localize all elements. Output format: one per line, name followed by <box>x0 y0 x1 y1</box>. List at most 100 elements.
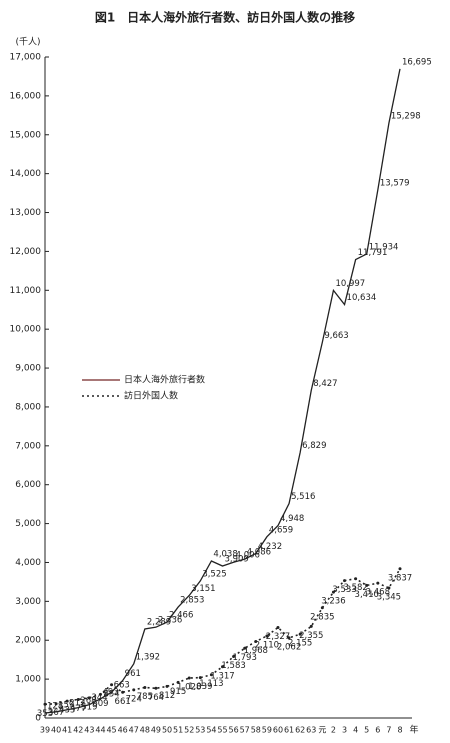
value-label: 1,028 <box>177 683 201 693</box>
point <box>365 583 369 587</box>
y-tick-label: 10,000 <box>10 325 42 335</box>
value-label: 2,062 <box>277 642 301 652</box>
point <box>76 697 80 701</box>
x-tick-label: 61 <box>284 726 294 735</box>
point <box>265 634 269 638</box>
point <box>198 676 202 680</box>
x-tick-label: 57 <box>240 726 250 735</box>
x-tick-label: 42 <box>73 726 83 735</box>
value-label: 3,151 <box>191 584 215 594</box>
legend-label: 日本人海外旅行者数 <box>124 374 205 386</box>
value-label: 159 <box>58 700 74 710</box>
point <box>121 690 125 694</box>
point <box>54 702 58 706</box>
value-label: 1,113 <box>199 679 223 689</box>
y-tick-label: 15,000 <box>10 130 42 140</box>
x-tick-label: 3 <box>342 726 347 735</box>
value-label: 3,582 <box>343 583 367 593</box>
y-tick-label: 16,000 <box>10 91 42 101</box>
value-label: 10,634 <box>347 293 377 303</box>
value-label: 1,583 <box>221 661 245 671</box>
point <box>309 624 313 628</box>
series-line <box>44 68 401 714</box>
value-label: 764 <box>148 693 164 703</box>
x-tick-label: 59 <box>262 726 272 735</box>
point <box>254 639 258 643</box>
value-label: 3,468 <box>366 588 390 598</box>
value-label: 609 <box>92 699 108 709</box>
value-label: 2,336 <box>158 616 182 626</box>
x-tick-label: 46 <box>118 726 128 735</box>
value-label: 3,410 <box>355 590 379 600</box>
value-label: 2,155 <box>288 639 312 649</box>
y-tick-label: 13,000 <box>10 208 42 218</box>
value-label: 2,853 <box>180 596 204 606</box>
y-tick-label: 14,000 <box>10 169 42 179</box>
value-label: 785 <box>137 692 153 702</box>
y-tick-label: 5,000 <box>15 519 41 529</box>
point <box>176 680 180 684</box>
value-label: 1,392 <box>136 652 160 662</box>
value-label: 2,289 <box>147 617 171 627</box>
y-tick-label: 3,000 <box>15 597 41 607</box>
x-tick-label: 52 <box>184 726 194 735</box>
point <box>221 665 224 669</box>
value-label: 1,039 <box>188 682 212 692</box>
value-label: 2,835 <box>310 612 334 622</box>
x-tick-label: 7 <box>386 726 391 735</box>
value-label: 128 <box>47 702 63 712</box>
value-label: 4,006 <box>236 551 260 561</box>
y-tick-label: 9,000 <box>15 364 41 374</box>
point <box>143 685 147 689</box>
y-tick-label: 12,000 <box>10 247 42 257</box>
point <box>376 581 380 585</box>
value-label: 812 <box>159 691 175 701</box>
point <box>98 692 102 696</box>
point <box>132 688 136 692</box>
value-label: 663 <box>114 681 130 691</box>
x-tick-label: 44 <box>95 726 105 735</box>
value-label: 1,968 <box>244 646 268 656</box>
value-label: 3,533 <box>332 585 356 595</box>
x-tick-label: 55 <box>217 726 227 735</box>
value-label: 3,345 <box>377 592 401 602</box>
value-label: 2,466 <box>169 611 193 621</box>
value-label: 13,579 <box>380 179 410 189</box>
x-tick-label: 4 <box>353 726 358 735</box>
point <box>343 579 347 583</box>
value-label: 854 <box>103 689 119 699</box>
value-label: 212 <box>69 698 85 708</box>
point <box>87 696 91 700</box>
point <box>154 686 158 690</box>
value-label: 344 <box>91 693 107 703</box>
x-tick-label: 40 <box>51 726 61 735</box>
y-tick-label: 17,000 <box>10 53 42 63</box>
point <box>43 702 47 706</box>
point <box>65 699 69 703</box>
point <box>276 626 280 630</box>
y-tick-label: 11,000 <box>10 286 42 296</box>
x-tick-label: 56 <box>229 726 239 735</box>
value-label: 961 <box>125 669 141 679</box>
value-label: 477 <box>70 704 86 714</box>
point <box>387 586 391 590</box>
y-unit: (千人) <box>15 37 40 48</box>
value-label: 2,327 <box>266 632 290 642</box>
y-tick-label: 8,000 <box>15 402 41 412</box>
x-tick-label: 2 <box>331 726 336 735</box>
point <box>243 646 247 650</box>
value-label: 433 <box>59 706 75 716</box>
point <box>398 567 402 571</box>
value-label: 268 <box>80 696 96 706</box>
x-tick-label: 39 <box>40 726 50 735</box>
x-tick-label: 8 <box>397 726 402 735</box>
chart-title: 図1 日本人海外旅行者数、訪日外国人数の推移 <box>95 10 355 25</box>
x-tick-label: 53 <box>195 726 205 735</box>
y-tick-label: 4,000 <box>15 558 41 568</box>
value-label: 3,236 <box>321 597 345 607</box>
x-tick-label: 62 <box>295 726 305 735</box>
value-label: 5,516 <box>291 492 315 502</box>
point <box>110 683 114 687</box>
x-tick-label: 54 <box>206 726 216 735</box>
